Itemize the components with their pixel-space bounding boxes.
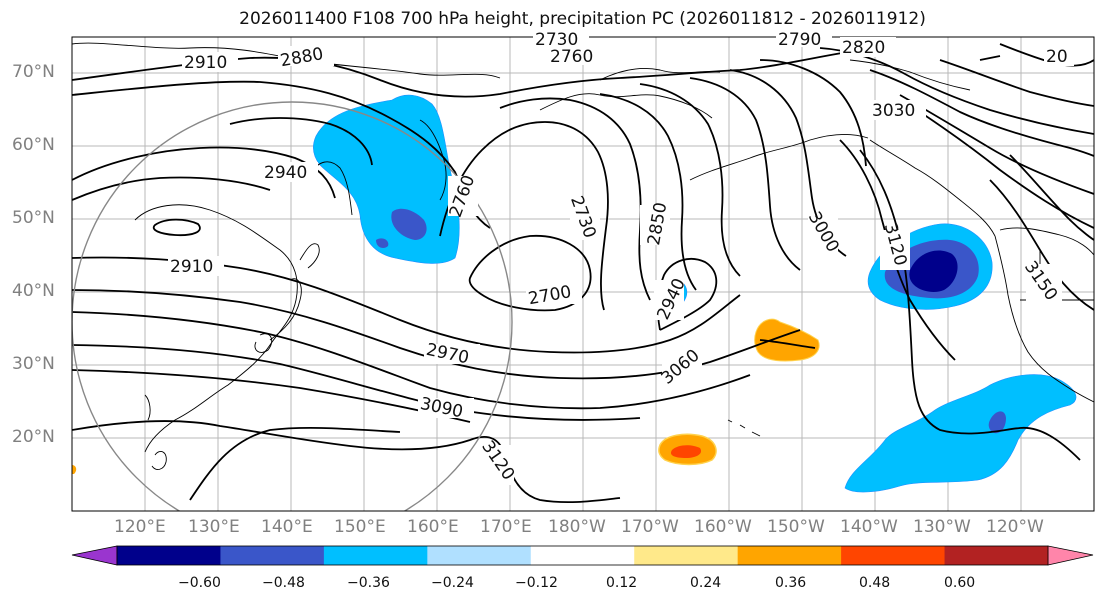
contour-label: 2790 [778,30,821,50]
lat-label: 50°N [12,208,55,228]
lon-label: 140°W [840,517,898,537]
colorbar-extend-low [71,545,118,566]
colorbar [71,545,1094,566]
contour-label: 20 [1046,47,1068,67]
range-circle [72,101,513,511]
lon-label: 170°E [480,517,532,537]
contour-label: 2910 [170,257,213,277]
colorbar-tick-label: −0.60 [178,575,221,591]
lat-label: 60°N [12,135,55,155]
contour-label: 2940 [264,163,307,183]
precip-shading [72,94,1077,493]
colorbar-segment [944,546,1049,565]
colorbar-segment [841,546,946,565]
lon-label: 160°E [407,517,459,537]
colorbar-tick-label: −0.48 [262,575,305,591]
colorbar-tick-label: −0.36 [347,575,390,591]
lon-label: 170°W [621,517,679,537]
lat-label: 20°N [12,427,55,447]
colorbar-segment [323,546,428,565]
colorbar-tick-label: 0.48 [859,575,891,591]
colorbar-tick-label: −0.12 [515,575,558,591]
colorbar-segment [427,546,532,565]
colorbar-segment [530,546,635,565]
contour-label: 3030 [872,101,915,121]
contour-label: 2820 [842,38,885,58]
lon-label: 150°W [767,517,825,537]
lon-label: 130°E [188,517,240,537]
colorbar-tick-label: 0.36 [775,575,807,591]
colorbar-segment [117,546,221,565]
lon-label: 160°W [694,517,752,537]
colorbar-extend-high [1047,545,1094,566]
lon-label: 120°E [114,517,166,537]
contour-label-layer: 2730 2760 2790 2820 2910 2880 2940 2910 … [168,27,1074,485]
colorbar-segment [737,546,842,565]
lon-label: 180°W [548,517,606,537]
colorbar-tick-label: 0.12 [606,575,638,591]
lon-label: 150°E [334,517,386,537]
lat-label: 70°N [12,62,55,82]
lon-label: 120°W [986,517,1044,537]
contour-label: 2760 [550,47,593,67]
lon-label: 140°E [261,517,313,537]
colorbar-tick-label: 0.24 [690,575,722,591]
contour-label: 2910 [184,53,227,73]
colorbar-segment [634,546,739,565]
colorbar-segment [220,546,325,565]
lat-label: 40°N [12,281,55,301]
lat-label: 30°N [12,354,55,374]
colorbar-tick-label: −0.24 [431,575,474,591]
map-title: 2026011400 F108 700 hPa height, precipit… [239,9,926,29]
colorbar-tick-label: 0.60 [944,575,976,591]
precip-blob-okhotsk-core [391,208,427,240]
precip-blob-orange-east [754,318,820,362]
height-contours [72,43,1094,504]
lon-label: 130°W [913,517,971,537]
